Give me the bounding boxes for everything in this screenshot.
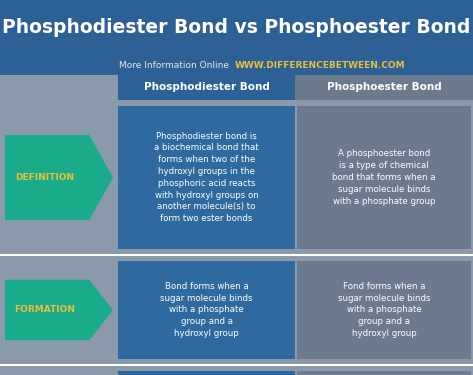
Bar <box>297 261 471 359</box>
Bar <box>0 75 473 100</box>
Text: WWW.DIFFERENCEBETWEEN.COM: WWW.DIFFERENCEBETWEEN.COM <box>235 60 405 69</box>
Bar <box>0 100 473 255</box>
Text: Bond forms when a
sugar molecule binds
with a phosphate
group and a
hydroxyl gro: Bond forms when a sugar molecule binds w… <box>160 282 253 338</box>
Bar <box>0 0 473 75</box>
Bar <box>118 371 295 375</box>
Text: Phosphodiester bond is
a biochemical bond that
forms when two of the
hydroxyl gr: Phosphodiester bond is a biochemical bon… <box>154 132 259 223</box>
Polygon shape <box>5 135 113 220</box>
Bar <box>297 371 471 375</box>
Text: DEFINITION: DEFINITION <box>16 173 75 182</box>
Bar <box>0 365 473 375</box>
Text: Phosphodiester Bond vs Phosphoester Bond: Phosphodiester Bond vs Phosphoester Bond <box>2 18 471 37</box>
Bar <box>118 106 295 249</box>
Bar <box>0 255 473 365</box>
Text: FORMATION: FORMATION <box>15 306 76 315</box>
Bar <box>295 75 473 100</box>
Bar <box>118 75 295 100</box>
Text: More Information Online: More Information Online <box>119 60 235 69</box>
Text: A phosphoester bond
is a type of chemical
bond that forms when a
sugar molecule : A phosphoester bond is a type of chemica… <box>332 149 436 206</box>
Bar <box>297 106 471 249</box>
Bar <box>118 261 295 359</box>
Text: Fond forms when a
sugar molecule binds
with a phosphate
group and a
hydroxyl gro: Fond forms when a sugar molecule binds w… <box>338 282 430 338</box>
Polygon shape <box>5 280 113 340</box>
Text: Phosphodiester Bond: Phosphodiester Bond <box>144 82 270 93</box>
Text: Phosphoester Bond: Phosphoester Bond <box>327 82 441 93</box>
